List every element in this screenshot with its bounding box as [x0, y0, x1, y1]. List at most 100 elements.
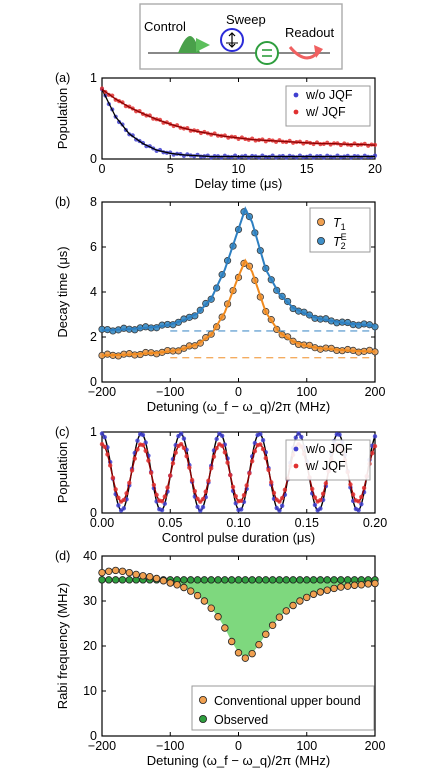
upper-bound-point [234, 649, 243, 657]
data-point [312, 495, 318, 500]
data-point [271, 490, 277, 496]
upper-bound-point [248, 649, 256, 658]
data-point [173, 450, 178, 455]
data-point [372, 434, 378, 439]
data-point [206, 478, 211, 483]
data-point [148, 470, 154, 475]
observed-point [214, 576, 222, 584]
data-point [239, 498, 244, 503]
data-point [192, 488, 198, 494]
y-axis-label: Rabi frequency (MHz) [55, 583, 70, 709]
data-point [337, 432, 342, 437]
upper-bound-point [303, 593, 311, 602]
y-tick-label: 1 [90, 425, 97, 439]
data-point [121, 506, 127, 511]
data-point [189, 477, 195, 483]
data-point [135, 447, 140, 452]
fit-line [101, 206, 376, 332]
readout-label: Readout [285, 25, 335, 40]
observed-point [282, 576, 290, 584]
observed-point [125, 576, 133, 584]
data-point [228, 472, 233, 478]
data-point [107, 463, 113, 468]
data-point [129, 468, 135, 473]
data-point [310, 486, 315, 492]
legend-marker [293, 109, 299, 115]
y-tick-label: 0 [90, 729, 97, 743]
data-point [361, 485, 367, 491]
upper-bound-point [207, 604, 215, 612]
legend: Conventional upper bound Observed [191, 685, 375, 731]
y-tick-label: 0 [90, 152, 97, 166]
upper-bound-point [357, 581, 366, 589]
sweep-label: Sweep [226, 12, 266, 27]
data-point [320, 491, 326, 496]
fit-line [101, 258, 376, 357]
data-point [370, 450, 375, 456]
data-point [233, 494, 238, 499]
upper-bound-point [309, 590, 318, 598]
data-point [113, 487, 118, 492]
x-axis-label: Detuning (ω_f − ω_q)/2π (MHz) [147, 399, 331, 414]
data-point [244, 483, 249, 488]
data-point [266, 467, 271, 473]
data-point [198, 508, 203, 513]
x-tick-label: 0.15 [295, 516, 319, 530]
data-point [203, 489, 208, 494]
data-point [140, 432, 146, 438]
data-point [165, 485, 170, 490]
filter-qubit-icon [255, 41, 279, 65]
observed-point [275, 576, 284, 584]
data-point [200, 496, 206, 502]
data-point [269, 480, 274, 485]
legend: w/o JQF w/ JQF [285, 85, 371, 127]
x-tick-label: 0 [235, 739, 242, 753]
data-point [279, 503, 285, 508]
data-point [348, 482, 353, 487]
observed-point [296, 576, 304, 584]
legend-box [285, 85, 371, 127]
data-point [219, 433, 225, 438]
data-point [181, 445, 187, 451]
data-point [124, 491, 129, 496]
observed-point [316, 576, 325, 584]
panel-label: (c) [55, 425, 70, 439]
panel-a: 0 5 10 15 20 0 1 (a) Delay time (μs) Population w/… [55, 71, 382, 191]
data-point [209, 466, 214, 471]
upper-bound-point [275, 613, 284, 621]
data-point [116, 495, 121, 500]
x-tick-label: 0 [235, 385, 242, 399]
observed-point [221, 576, 229, 584]
data-point [356, 499, 361, 504]
upper-bound-point [255, 640, 263, 649]
panel-label: (b) [55, 195, 70, 209]
observed-point [255, 576, 263, 584]
legend-marker [316, 236, 325, 245]
observed-point [289, 576, 297, 584]
data-point [146, 458, 151, 463]
data-point [159, 499, 165, 504]
upper-bound-point [152, 574, 161, 583]
y-tick-label: 2 [90, 330, 97, 344]
observed-point [98, 576, 106, 584]
legend-box [191, 685, 375, 731]
data-point [99, 441, 105, 447]
data-point [143, 448, 148, 453]
panel-d: −200 −100 0 100 200 0 10 20 30 40 (d) Detuning (ω_f… [55, 549, 385, 768]
data-point [263, 455, 268, 461]
data-point [230, 484, 236, 490]
legend-label: w/ JQF [305, 459, 346, 473]
upper-bound-point [111, 566, 120, 575]
data-point [127, 480, 132, 486]
y-axis-label: Population [55, 442, 70, 503]
x-tick-label: 100 [296, 385, 317, 399]
upper-bound-point [268, 621, 277, 629]
data-point [200, 504, 206, 510]
x-tick-label: −100 [156, 385, 184, 399]
x-tick-label: 200 [365, 739, 386, 753]
panel-label: (a) [55, 71, 70, 85]
data-point [225, 460, 230, 465]
observed-point [248, 576, 256, 584]
legend-label: w/o JQF [305, 88, 353, 102]
upper-bound-point [323, 586, 331, 594]
